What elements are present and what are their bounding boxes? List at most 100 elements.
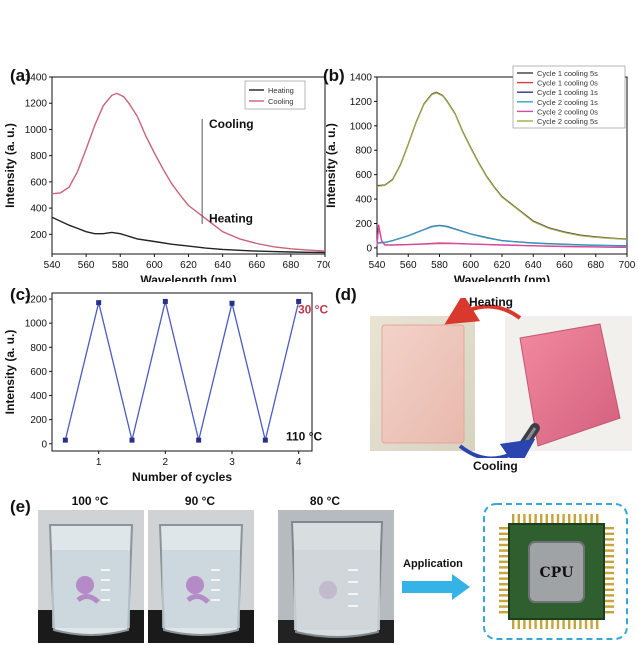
x-tick-label: 3	[229, 457, 235, 468]
x-tick-label: 2	[163, 457, 169, 468]
cpu-pin	[604, 599, 614, 603]
cpu-pin	[604, 577, 614, 580]
application-label: Application	[403, 558, 463, 570]
cpu-pin	[499, 566, 509, 569]
x-tick-label: 660	[248, 260, 265, 271]
cpu-dashed-frame	[483, 503, 628, 640]
y-tick-label: 1000	[25, 125, 48, 136]
cycle-point	[296, 298, 302, 304]
y-tick-label: 1200	[25, 295, 48, 306]
cycle-point	[262, 437, 268, 443]
cpu-pin	[604, 527, 614, 530]
y-tick-label: 400	[30, 391, 47, 402]
cpu-pin	[499, 577, 509, 580]
cpu-pin	[579, 514, 582, 524]
cpu-pin	[562, 514, 565, 524]
legend-box	[512, 65, 626, 129]
cpu-pin	[579, 619, 582, 629]
legend-entry: Cooling	[268, 97, 293, 106]
beaker-label-80: 80 °C	[309, 494, 341, 508]
cpu-pin	[523, 619, 526, 629]
cpu-pin	[499, 549, 509, 552]
x-tick-label: 640	[214, 260, 231, 271]
cpu-pin	[499, 571, 509, 575]
x-tick-label: 560	[78, 260, 95, 271]
cpu-pin	[528, 619, 532, 629]
legend-entry: Heating	[268, 86, 294, 95]
legend-entry: Cycle 1 cooling 1s	[537, 88, 598, 97]
cpu-pin	[517, 514, 520, 524]
x-tick-label: 600	[462, 260, 479, 271]
cpu-pin	[604, 605, 614, 608]
x-tick-label: 640	[525, 260, 542, 271]
annotation-30c: 30 °C	[298, 303, 328, 317]
cpu-pin	[512, 514, 515, 524]
y-tick-label: 200	[30, 230, 47, 241]
series-line	[376, 224, 628, 247]
y-tick-label: 1000	[25, 319, 48, 330]
cpu-pin	[604, 543, 614, 547]
cpu-pin	[499, 560, 509, 563]
cpu-pin	[523, 514, 526, 524]
beaker-photo-3	[278, 510, 394, 643]
panel-label-e: (e)	[10, 497, 31, 516]
cpu-pin	[604, 560, 614, 563]
film-heated	[381, 324, 465, 444]
cpu-pin	[545, 514, 548, 524]
cycle-point	[129, 437, 135, 443]
y-tick-label: 200	[30, 415, 47, 426]
x-tick-label: 580	[112, 260, 129, 271]
x-tick-label: 660	[556, 260, 573, 271]
cpu-pin	[573, 514, 576, 524]
film-cooled	[519, 323, 621, 447]
cpu-pin	[562, 619, 565, 629]
cycle-point	[162, 298, 168, 304]
legend-entry: Cycle 1 cooling 0s	[537, 79, 598, 88]
y-tick-label: 600	[30, 367, 47, 378]
cpu-illustration: CPU	[483, 503, 628, 640]
cpu-pin	[604, 571, 614, 575]
series-line	[376, 226, 628, 248]
y-tick-label: 1000	[350, 121, 373, 132]
heating-label: Heating	[469, 295, 514, 309]
cpu-pin	[540, 619, 543, 629]
legend: Heating Cooling	[244, 80, 306, 110]
y-tick-label: 200	[355, 219, 372, 230]
cpu-pin	[499, 599, 509, 603]
cpu-pin	[584, 514, 588, 524]
panel-label-c: (c)	[10, 285, 31, 304]
y-tick-label: 1200	[350, 97, 373, 108]
legend-entry: Cycle 2 cooling 0s	[537, 107, 598, 116]
cpu-pin	[573, 619, 576, 629]
chart-a: 540 560 580 600 620 640 660 680 700 200 400 600 800 1…	[3, 73, 330, 283]
cycle-point	[96, 300, 102, 306]
y-tick-label: 1400	[25, 73, 48, 84]
panel-label-b: (b)	[323, 66, 345, 85]
y-tick-label: 1400	[350, 73, 373, 84]
x-tick-label: 540	[369, 260, 386, 271]
x-tick-label: 540	[44, 260, 61, 271]
cooling-label: Cooling	[473, 459, 518, 473]
cpu-pin	[604, 555, 614, 558]
cpu-pin	[499, 594, 509, 597]
y-tick-label: 400	[30, 204, 47, 215]
x-tick-label: 4	[296, 457, 302, 468]
x-tick-label: 560	[400, 260, 417, 271]
y-axis-title: Intensity (a. u.)	[324, 123, 338, 208]
cpu-die	[528, 541, 585, 603]
series-line	[376, 225, 628, 247]
cpu-pin	[499, 588, 509, 591]
cpu-pin	[596, 619, 599, 629]
y-tick-label: 400	[355, 195, 372, 206]
annotation-110c: 110 °C	[286, 430, 322, 444]
x-tick-label: 1	[96, 457, 102, 468]
cpu-pin	[604, 532, 614, 535]
cpu-pin	[551, 619, 554, 629]
beaker-label-90: 90 °C	[184, 494, 216, 508]
chart-c: 1 2 3 4 0 200 400 600 800 1000 1200 Number of cycle…	[3, 292, 328, 484]
series-line-cooling	[51, 92, 326, 252]
x-tick-label: 580	[431, 260, 448, 271]
cpu-pin	[499, 527, 509, 530]
cycle-line	[64, 301, 300, 441]
cpu-pin	[499, 583, 509, 586]
